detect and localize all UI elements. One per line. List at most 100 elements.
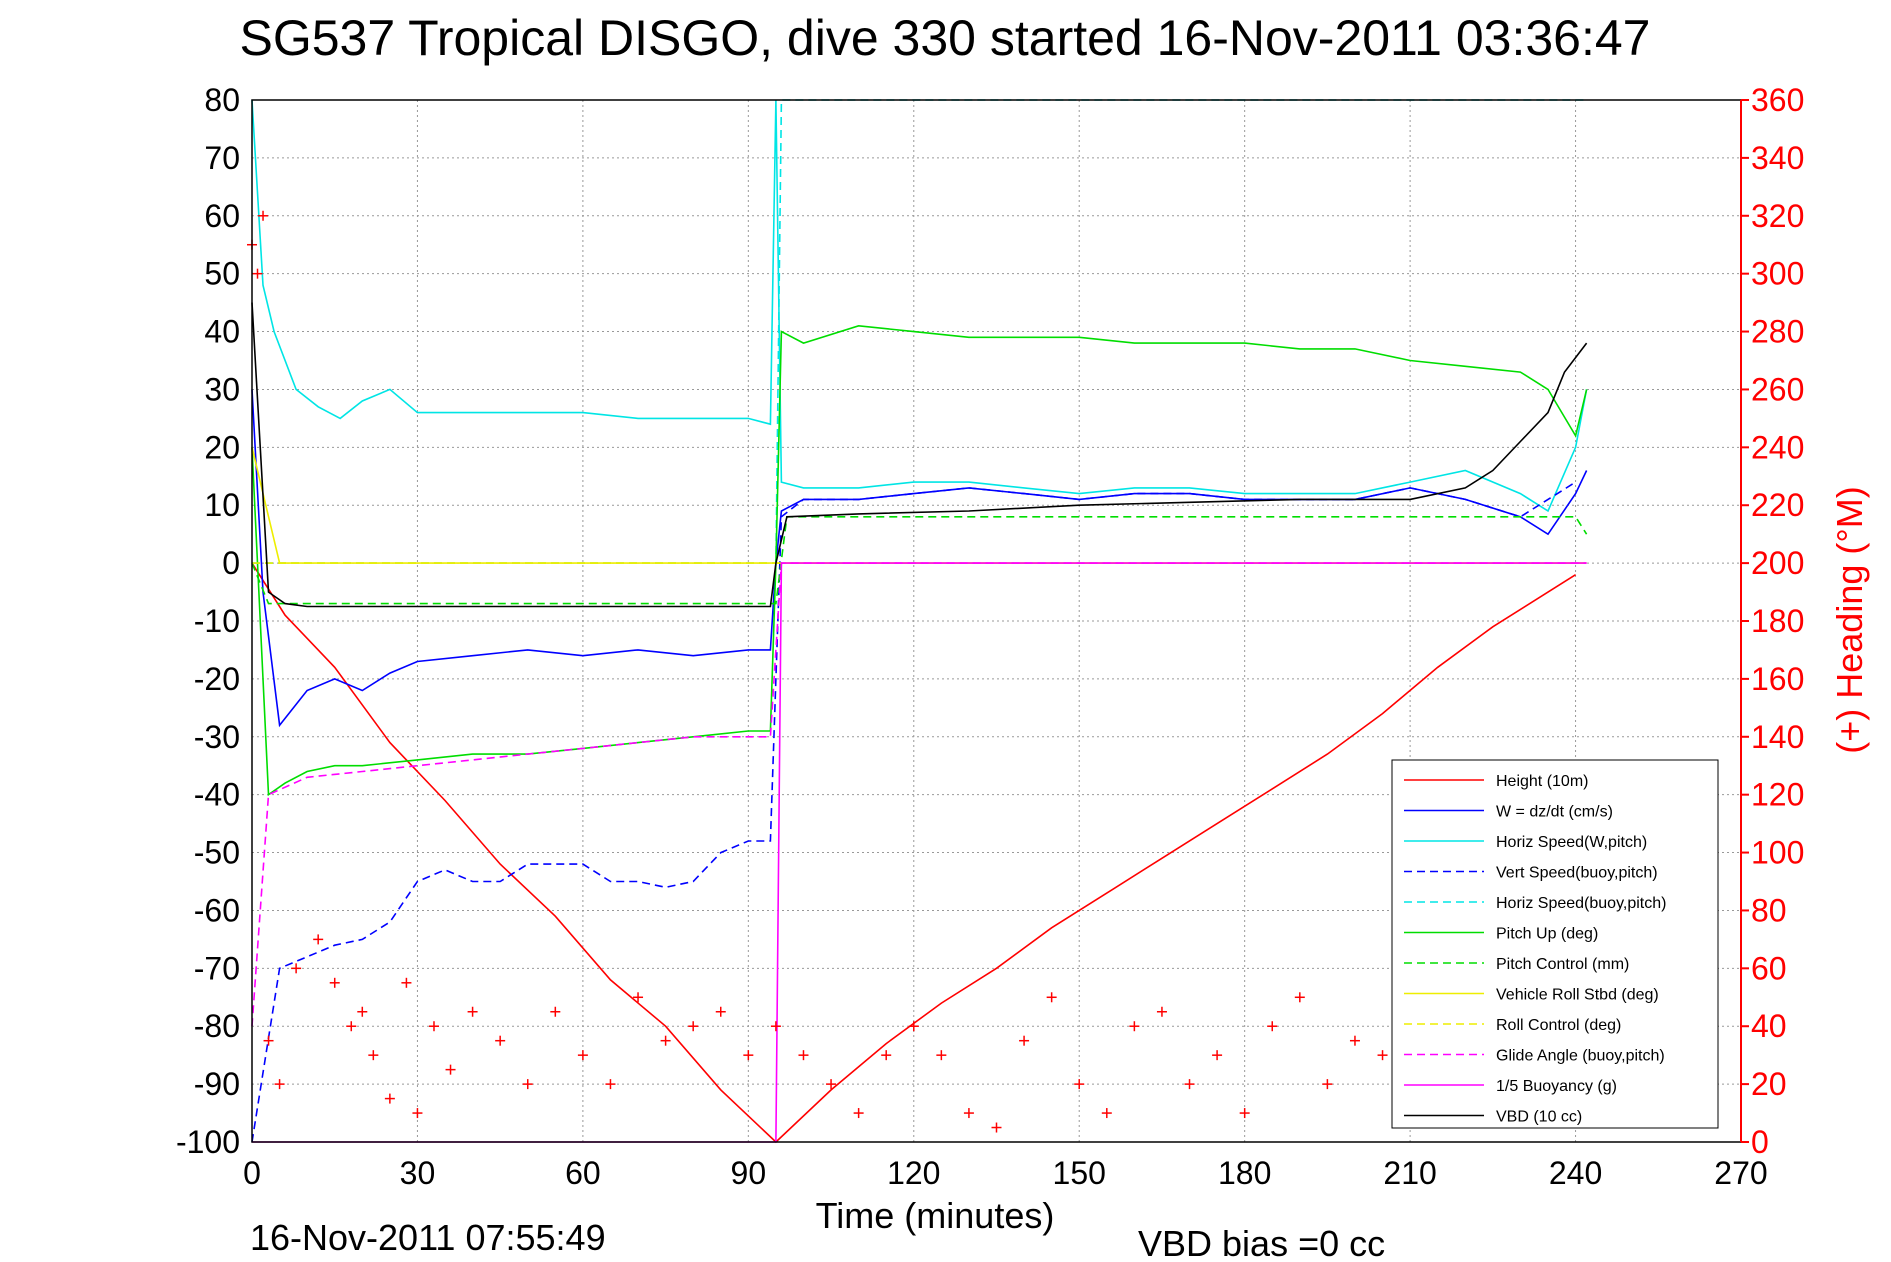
y-tick-label: -60 bbox=[194, 892, 240, 928]
heading-marker bbox=[274, 1079, 285, 1090]
legend-entry: VBD (10 cc) bbox=[1496, 1109, 1582, 1126]
heading-marker bbox=[522, 1079, 533, 1090]
y2-tick-label: 280 bbox=[1751, 314, 1804, 350]
heading-marker bbox=[963, 1108, 974, 1119]
heading-marker bbox=[688, 1021, 699, 1032]
heading-marker bbox=[329, 977, 340, 988]
series-line-pitch-up bbox=[251, 324, 1588, 797]
y2-tick-label: 320 bbox=[1751, 198, 1804, 234]
heading-marker bbox=[467, 1006, 478, 1017]
heading-marker bbox=[313, 934, 324, 945]
heading-marker bbox=[428, 1021, 439, 1032]
heading-marker bbox=[1074, 1079, 1085, 1090]
series-line-horiz-w bbox=[251, 99, 1588, 513]
legend-box bbox=[1391, 759, 1719, 1129]
x-tick-label: 150 bbox=[1053, 1155, 1106, 1191]
y-tick-label: -50 bbox=[194, 835, 240, 871]
heading-marker bbox=[1019, 1035, 1030, 1046]
heading-marker bbox=[258, 210, 269, 221]
y-tick-label: -100 bbox=[176, 1124, 240, 1160]
y2-tick-label: 40 bbox=[1751, 1008, 1787, 1044]
legend-entry: Horiz Speed(buoy,pitch) bbox=[1496, 895, 1666, 912]
y-tick-label: -40 bbox=[194, 777, 240, 813]
heading-marker bbox=[291, 963, 302, 974]
y2-tick-label: 100 bbox=[1751, 835, 1804, 871]
heading-marker bbox=[445, 1064, 456, 1075]
heading-marker bbox=[412, 1108, 423, 1119]
heading-marker bbox=[1046, 992, 1057, 1003]
y-tick-label: 10 bbox=[204, 487, 240, 523]
heading-marker bbox=[401, 977, 412, 988]
heading-marker bbox=[770, 1021, 781, 1032]
legend-entry: Pitch Up (deg) bbox=[1496, 926, 1598, 943]
heading-marker bbox=[1322, 1079, 1333, 1090]
legend-entry: 1/5 Buoyancy (g) bbox=[1496, 1078, 1617, 1095]
heading-marker bbox=[1101, 1108, 1112, 1119]
heading-marker bbox=[368, 1050, 379, 1061]
heading-marker bbox=[495, 1035, 506, 1046]
heading-marker bbox=[715, 1006, 726, 1017]
heading-marker bbox=[1377, 1050, 1388, 1061]
y-tick-label: 60 bbox=[204, 198, 240, 234]
x-tick-label: 90 bbox=[731, 1155, 767, 1191]
heading-marker bbox=[853, 1108, 864, 1119]
heading-marker bbox=[633, 992, 644, 1003]
series-line-vert-buoy bbox=[251, 481, 1577, 1143]
legend-entry: Vert Speed(buoy,pitch) bbox=[1496, 865, 1658, 882]
heading-marker bbox=[384, 1093, 395, 1104]
x-tick-label: 120 bbox=[887, 1155, 940, 1191]
heading-marker bbox=[660, 1035, 671, 1046]
y2-tick-label: 340 bbox=[1751, 140, 1804, 176]
x-tick-label: 240 bbox=[1549, 1155, 1602, 1191]
y2-tick-label: 60 bbox=[1751, 950, 1787, 986]
legend-entry: Roll Control (deg) bbox=[1496, 1017, 1621, 1034]
footer-vbd-bias: VBD bias =0 cc bbox=[1138, 1223, 1385, 1262]
heading-marker bbox=[1212, 1050, 1223, 1061]
heading-marker bbox=[577, 1050, 588, 1061]
heading-marker bbox=[1129, 1021, 1140, 1032]
y-tick-label: 40 bbox=[204, 314, 240, 350]
y2-tick-label: 220 bbox=[1751, 487, 1804, 523]
legend-entry: W = dz/dt (cm/s) bbox=[1496, 804, 1613, 821]
y2-tick-label: 80 bbox=[1751, 892, 1787, 928]
chart-title: SG537 Tropical DISGO, dive 330 started 1… bbox=[240, 10, 1651, 66]
heading-marker bbox=[1294, 992, 1305, 1003]
legend: Height (10m) W = dz/dt (cm/s) Horiz Speed(… bbox=[1391, 759, 1719, 1129]
y-ticks: 80 70 60 50 40 30 20 10 0 -10 -20 -30 -40 -50 -60 -70 -8… bbox=[176, 82, 240, 1160]
series-line-pitch-control bbox=[251, 515, 1588, 605]
heading-marker bbox=[908, 1021, 919, 1032]
y-tick-label: -90 bbox=[194, 1066, 240, 1102]
heading-marker bbox=[1349, 1035, 1360, 1046]
heading-marker bbox=[1156, 1006, 1167, 1017]
series-line-w bbox=[251, 389, 1588, 728]
y-tick-label: 50 bbox=[204, 256, 240, 292]
y-tick-label: 0 bbox=[222, 545, 240, 581]
y-tick-label: 80 bbox=[204, 82, 240, 118]
y-tick-label: 20 bbox=[204, 429, 240, 465]
y2-tick-label: 0 bbox=[1751, 1124, 1769, 1160]
heading-marker bbox=[263, 1035, 274, 1046]
x-tick-label: 0 bbox=[243, 1155, 261, 1191]
heading-marker bbox=[936, 1050, 947, 1061]
y2-tick-label: 300 bbox=[1751, 256, 1804, 292]
x-tick-label: 30 bbox=[400, 1155, 436, 1191]
series-line-glide bbox=[251, 562, 1587, 1027]
y2-tick-label: 240 bbox=[1751, 429, 1804, 465]
footer-timestamp: 16-Nov-2011 07:55:49 bbox=[250, 1217, 606, 1258]
heading-marker bbox=[826, 1079, 837, 1090]
y2-tick-label: 260 bbox=[1751, 371, 1804, 407]
y-tick-label: 30 bbox=[204, 371, 240, 407]
x-axis-label: Time (minutes) bbox=[816, 1195, 1055, 1236]
series-line-vbd bbox=[251, 302, 1588, 608]
x-tick-label: 60 bbox=[565, 1155, 601, 1191]
y2-tick-label: 160 bbox=[1751, 661, 1804, 697]
y2-ticks: 3603403203002802602402202001801601401201… bbox=[1741, 82, 1804, 1160]
heading-marker bbox=[1184, 1079, 1195, 1090]
y-tick-label: -80 bbox=[194, 1008, 240, 1044]
legend-entry: Pitch Control (mm) bbox=[1496, 956, 1629, 973]
heading-marker bbox=[252, 268, 263, 279]
y2-tick-label: 20 bbox=[1751, 1066, 1787, 1102]
y-tick-label: -10 bbox=[194, 603, 240, 639]
legend-entry: Height (10m) bbox=[1496, 773, 1588, 790]
